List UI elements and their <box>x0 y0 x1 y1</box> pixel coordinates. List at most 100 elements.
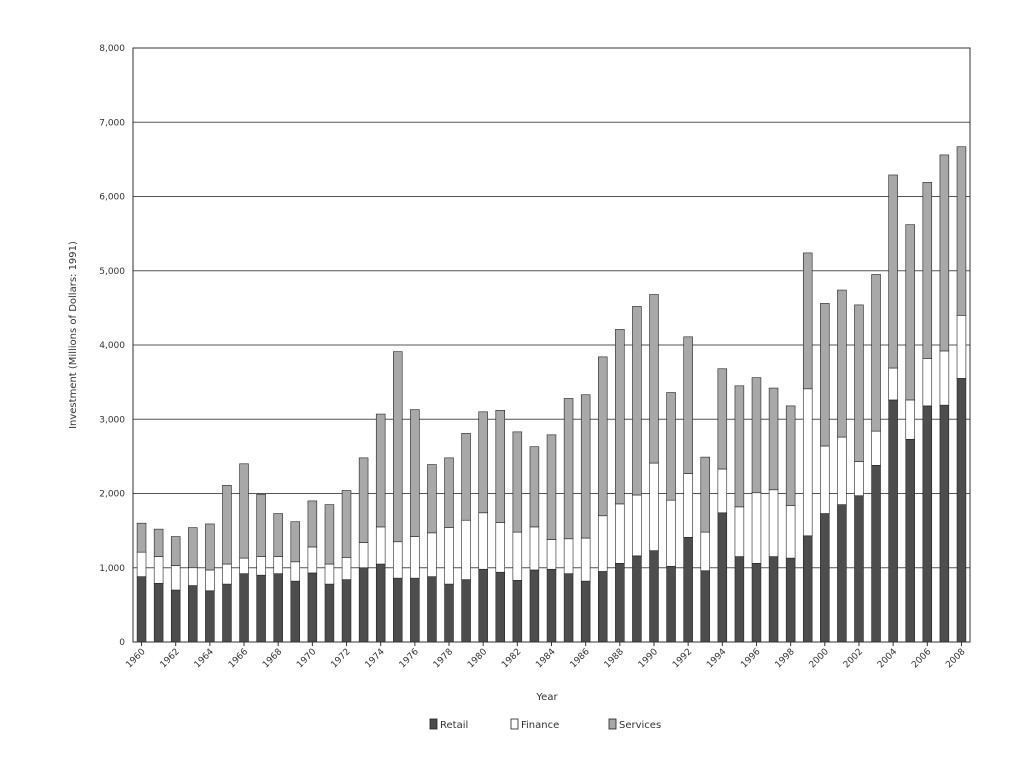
legend-swatch-finance <box>510 718 519 730</box>
bar-services-2003 <box>871 274 881 432</box>
bar-retail-1998 <box>785 557 796 643</box>
bar-retail-1986 <box>580 580 591 643</box>
y-tick-label: 2,000 <box>99 490 125 500</box>
bar-retail-1990 <box>649 550 659 643</box>
bar-finance-1964 <box>205 569 215 592</box>
legend: Retail Finance Services <box>429 718 661 731</box>
bar-finance-2007 <box>939 350 950 406</box>
bar-finance-1971 <box>324 563 335 585</box>
bar-finance-1981 <box>495 522 505 573</box>
bar-retail-1984 <box>546 568 557 643</box>
bar-finance-1982 <box>512 531 523 581</box>
bar-finance-1970 <box>307 546 318 574</box>
bar-finance-1985 <box>563 538 574 574</box>
bar-retail-2004 <box>888 399 898 643</box>
bar-finance-1968 <box>273 556 283 574</box>
bar-retail-1963 <box>188 585 198 643</box>
bar-services-1961 <box>153 528 164 557</box>
bar-services-1966 <box>239 463 249 559</box>
legend-label-services: Services <box>619 720 661 731</box>
y-tick-label: 5,000 <box>99 267 125 277</box>
bar-retail-1966 <box>239 573 249 643</box>
x-tick-label: 1986 <box>569 647 592 670</box>
bar-services-2001 <box>837 289 847 438</box>
x-tick-label: 1972 <box>329 647 352 670</box>
bar-finance-2006 <box>922 358 933 407</box>
bar-finance-1974 <box>375 526 386 565</box>
y-tick-label: 6,000 <box>99 193 125 203</box>
bar-services-2008 <box>956 146 967 316</box>
x-tick-label: 2002 <box>842 647 865 670</box>
bar-retail-1999 <box>802 535 813 643</box>
bar-retail-1981 <box>495 571 505 643</box>
bar-finance-1977 <box>427 532 437 577</box>
bar-finance-2004 <box>888 367 898 401</box>
y-tick-label: 8,000 <box>99 44 125 54</box>
bar-finance-2002 <box>854 461 864 497</box>
bar-retail-1978 <box>444 583 454 643</box>
x-tick-label: 1988 <box>603 647 626 670</box>
bar-retail-1961 <box>153 583 164 643</box>
bar-finance-1967 <box>256 556 266 576</box>
bar-services-1997 <box>768 387 779 491</box>
bar-retail-1970 <box>307 572 318 643</box>
bar-services-1988 <box>615 329 625 505</box>
x-tick-label: 1966 <box>227 647 250 670</box>
bar-retail-1985 <box>563 573 574 643</box>
x-tick-label: 1998 <box>773 647 796 670</box>
gridlines <box>133 47 970 569</box>
bar-services-2007 <box>939 154 950 352</box>
bar-services-1999 <box>802 252 813 390</box>
bar-retail-2002 <box>854 495 864 643</box>
bar-finance-2008 <box>956 314 967 379</box>
bar-finance-1975 <box>393 541 403 579</box>
x-axis-title: Year <box>535 692 558 703</box>
bar-finance-1973 <box>358 542 369 569</box>
x-tick-label: 1996 <box>739 647 762 670</box>
bar-retail-1960 <box>136 576 147 643</box>
bar-services-1981 <box>495 410 505 523</box>
bar-services-1979 <box>461 433 471 521</box>
bar-retail-2000 <box>820 513 830 643</box>
bar-retail-2007 <box>939 404 950 643</box>
bar-services-1980 <box>478 411 488 514</box>
bar-retail-1973 <box>358 567 369 643</box>
x-tick-label: 1976 <box>398 647 421 670</box>
bar-finance-1960 <box>136 551 147 577</box>
x-tick-label: 2008 <box>944 647 967 670</box>
bar-retail-1972 <box>341 579 352 643</box>
bar-services-2004 <box>888 174 898 369</box>
bar-finance-1988 <box>615 503 625 564</box>
bar-retail-1962 <box>170 589 181 643</box>
bar-services-1968 <box>273 513 283 557</box>
bar-finance-1991 <box>666 499 676 567</box>
x-tick-label: 1990 <box>637 647 660 670</box>
x-tick-label: 1992 <box>671 647 694 670</box>
x-tick-label: 1980 <box>466 647 489 670</box>
bar-finance-1986 <box>580 537 591 582</box>
bar-services-1989 <box>632 306 642 496</box>
y-tick-label: 0 <box>119 638 125 648</box>
bar-finance-1995 <box>734 506 745 557</box>
bar-finance-1999 <box>802 388 813 537</box>
x-tick-label: 1978 <box>432 647 455 670</box>
bar-finance-1987 <box>598 515 608 572</box>
bar-retail-1969 <box>290 580 301 643</box>
bar-finance-1978 <box>444 527 454 585</box>
bar-finance-1966 <box>239 557 249 574</box>
bar-finance-1990 <box>649 462 659 551</box>
bar-services-2000 <box>820 303 830 447</box>
bar-services-1965 <box>222 485 232 565</box>
bar-finance-1997 <box>768 489 779 557</box>
bar-finance-1963 <box>188 567 198 586</box>
bar-services-1984 <box>546 434 557 540</box>
bar-retail-1968 <box>273 573 283 643</box>
bar-services-1991 <box>666 392 676 501</box>
bar-retail-1983 <box>529 569 540 643</box>
x-tick-label: 1982 <box>500 647 523 670</box>
x-tick-label: 1994 <box>705 647 728 670</box>
x-tick-label: 2006 <box>910 647 933 670</box>
bar-retail-1988 <box>615 562 625 643</box>
bar-finance-2000 <box>820 445 830 514</box>
bar-services-1994 <box>717 368 728 470</box>
